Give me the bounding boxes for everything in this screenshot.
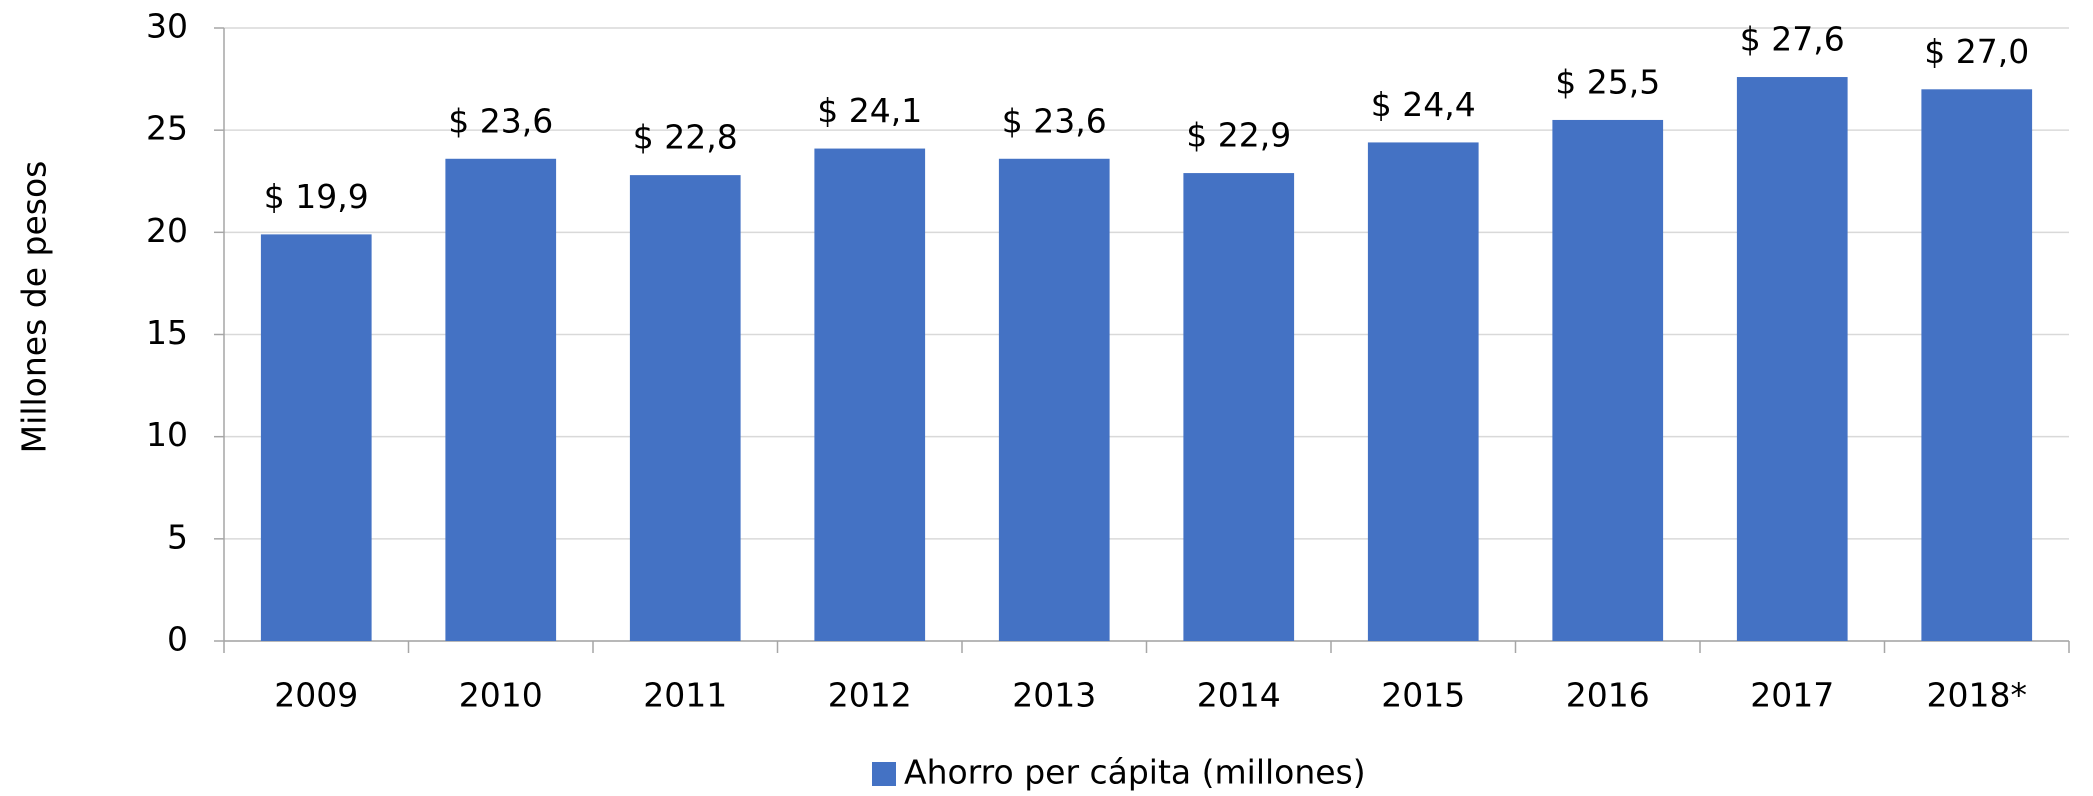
bar: [1183, 173, 1295, 641]
y-tick-label: 25: [146, 109, 188, 148]
data-label: $ 23,6: [1002, 101, 1107, 140]
bar: [1552, 119, 1664, 641]
data-label: $ 27,6: [1740, 20, 1845, 59]
y-axis-label: Millones de pesos: [15, 161, 54, 454]
x-tick-label: 2016: [1566, 676, 1650, 715]
bar: [1921, 89, 2033, 642]
legend-swatch: [872, 762, 896, 786]
data-label: $ 24,1: [817, 91, 922, 130]
x-tick-label: 2015: [1381, 676, 1465, 715]
y-tick-label: 5: [167, 517, 188, 556]
bar: [445, 158, 557, 642]
data-label: $ 23,6: [448, 101, 553, 140]
y-tick-label: 20: [146, 211, 188, 250]
data-label: $ 22,9: [1186, 116, 1291, 155]
bar: [629, 175, 741, 641]
bar: [1367, 142, 1479, 641]
data-label: $ 25,5: [1555, 62, 1660, 101]
data-label: $ 24,4: [1371, 85, 1476, 124]
x-tick-label: 2013: [1012, 676, 1096, 715]
bar: [814, 148, 926, 641]
x-tick-label: 2017: [1750, 676, 1834, 715]
x-tick-label: 2012: [828, 676, 912, 715]
bar: [998, 158, 1110, 642]
data-label: $ 19,9: [264, 177, 369, 216]
y-tick-label: 15: [146, 313, 188, 352]
bar: [1736, 77, 1848, 642]
x-tick-label: 2018*: [1927, 676, 2027, 715]
x-tick-label: 2014: [1197, 676, 1281, 715]
y-tick-label: 30: [146, 7, 188, 46]
bar: [260, 234, 372, 642]
y-tick-label: 0: [167, 620, 188, 659]
legend-label: Ahorro per cápita (millones): [904, 753, 1366, 792]
y-tick-label: 10: [146, 415, 188, 454]
x-tick-label: 2010: [459, 676, 543, 715]
x-tick-label: 2009: [274, 676, 358, 715]
x-tick-label: 2011: [643, 676, 727, 715]
data-label: $ 22,8: [633, 118, 738, 157]
data-label: $ 27,0: [1924, 32, 2029, 71]
